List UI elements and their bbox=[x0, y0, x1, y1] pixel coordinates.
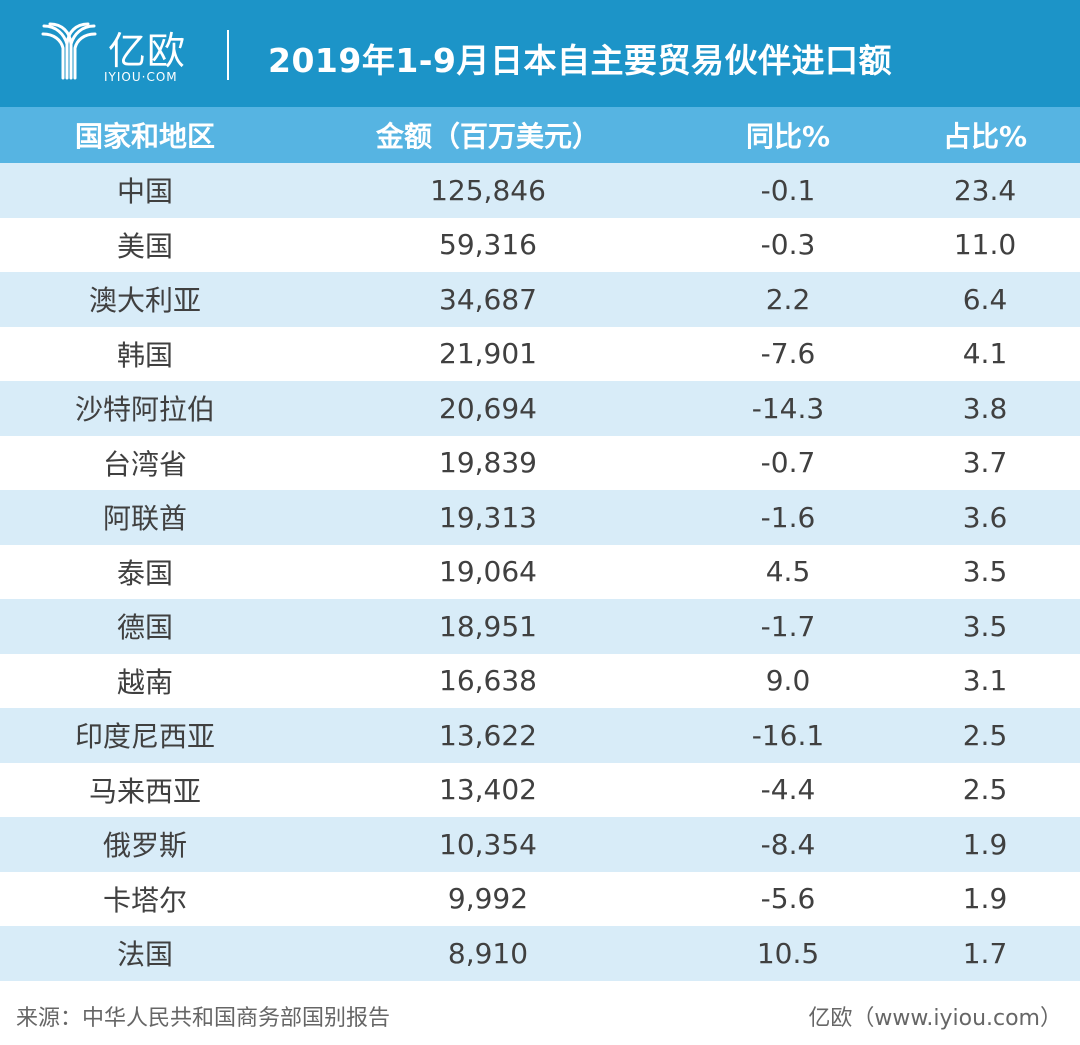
table-row: 台湾省 19,839 -0.7 3.7 bbox=[0, 435, 1080, 490]
row-amount: 8,910 bbox=[447, 936, 529, 970]
row-yoy: -14.3 bbox=[751, 391, 825, 425]
row-yoy: -1.7 bbox=[760, 609, 816, 643]
row-amount: 19,839 bbox=[439, 446, 537, 480]
row-amount: 19,064 bbox=[439, 555, 537, 589]
table-row: 韩国 21,901 -7.6 4.1 bbox=[0, 326, 1080, 381]
row-region: 韩国 bbox=[116, 338, 173, 372]
column-header-amount: 金额（百万美元） bbox=[375, 120, 600, 153]
header-banner: 亿欧 IYIOU·COM 2019年1-9月日本自主要贸易伙伴进口额 bbox=[0, 0, 1080, 107]
table-row: 马来西亚 13,402 -4.4 2.5 bbox=[0, 762, 1080, 817]
row-region: 泰国 bbox=[116, 556, 173, 590]
row-region: 阿联酋 bbox=[102, 502, 187, 536]
row-share: 3.5 bbox=[962, 555, 1008, 589]
header-divider bbox=[227, 30, 229, 80]
logo-text: 亿欧 bbox=[108, 29, 187, 73]
column-header-share: 占比% bbox=[942, 120, 1028, 153]
row-amount: 10,354 bbox=[439, 827, 537, 861]
row-yoy: -1.6 bbox=[760, 500, 816, 534]
source-note: 来源：中华人民共和国商务部国别报告 bbox=[16, 1006, 391, 1031]
table-row: 澳大利亚 34,687 2.2 6.4 bbox=[0, 272, 1080, 327]
row-region: 法国 bbox=[116, 938, 173, 972]
table-row: 越南 16,638 9.0 3.1 bbox=[0, 653, 1080, 708]
row-yoy: 10.5 bbox=[756, 936, 820, 970]
table-row: 法国 8,910 10.5 1.7 bbox=[0, 926, 1080, 981]
row-region: 马来西亚 bbox=[88, 774, 201, 808]
page-title: 2019年1-9月日本自主要贸易伙伴进口额 bbox=[268, 41, 892, 80]
row-yoy: 4.5 bbox=[765, 555, 811, 589]
row-yoy: -4.4 bbox=[760, 773, 816, 807]
row-yoy: -0.1 bbox=[760, 173, 816, 207]
row-amount: 59,316 bbox=[439, 228, 537, 262]
footer: 来源：中华人民共和国商务部国别报告 亿欧（www.iyiou.com） bbox=[0, 985, 1080, 1045]
row-share: 3.1 bbox=[962, 664, 1008, 698]
row-share: 4.1 bbox=[962, 337, 1008, 371]
row-amount: 19,313 bbox=[439, 500, 537, 534]
row-share: 3.5 bbox=[962, 609, 1008, 643]
row-yoy: -0.3 bbox=[760, 228, 816, 262]
row-amount: 16,638 bbox=[439, 664, 537, 698]
row-share: 3.6 bbox=[962, 500, 1008, 534]
table-row: 中国 125,846 -0.1 23.4 bbox=[0, 163, 1080, 218]
row-region: 印度尼西亚 bbox=[74, 720, 215, 754]
row-yoy: -16.1 bbox=[751, 718, 825, 752]
row-region: 卡塔尔 bbox=[102, 883, 187, 917]
column-header-region: 国家和地区 bbox=[74, 120, 215, 153]
row-region: 越南 bbox=[116, 665, 173, 699]
table-header: 国家和地区 金额（百万美元） 同比% 占比% bbox=[0, 107, 1080, 163]
row-yoy: -5.6 bbox=[760, 882, 816, 916]
row-share: 1.7 bbox=[962, 936, 1008, 970]
row-amount: 21,901 bbox=[439, 337, 537, 371]
row-amount: 125,846 bbox=[430, 173, 546, 207]
row-amount: 20,694 bbox=[439, 391, 537, 425]
table-row: 德国 18,951 -1.7 3.5 bbox=[0, 599, 1080, 654]
table-row: 俄罗斯 10,354 -8.4 1.9 bbox=[0, 817, 1080, 872]
row-share: 3.7 bbox=[962, 446, 1008, 480]
table-row: 印度尼西亚 13,622 -16.1 2.5 bbox=[0, 708, 1080, 763]
table-row: 泰国 19,064 4.5 3.5 bbox=[0, 544, 1080, 599]
row-share: 11.0 bbox=[953, 228, 1017, 262]
row-yoy: 9.0 bbox=[765, 664, 811, 698]
column-header-yoy: 同比% bbox=[745, 120, 831, 153]
row-region: 德国 bbox=[116, 611, 173, 645]
table-row: 卡塔尔 9,992 -5.6 1.9 bbox=[0, 871, 1080, 926]
credit-note: 亿欧（www.iyiou.com） bbox=[808, 1006, 1062, 1031]
table-body: 中国 125,846 -0.1 23.4 美国 59,316 -0.3 11.0 澳大利亚 34,… bbox=[0, 163, 1080, 981]
row-region: 美国 bbox=[116, 229, 173, 263]
row-yoy: 2.2 bbox=[765, 282, 811, 316]
row-amount: 13,622 bbox=[439, 718, 537, 752]
yiou-logo-icon bbox=[41, 22, 97, 80]
row-region: 台湾省 bbox=[102, 447, 187, 481]
row-region: 澳大利亚 bbox=[88, 284, 201, 318]
row-share: 3.8 bbox=[962, 391, 1008, 425]
table-row: 美国 59,316 -0.3 11.0 bbox=[0, 217, 1080, 272]
row-share: 6.4 bbox=[962, 282, 1008, 316]
row-amount: 13,402 bbox=[439, 773, 537, 807]
row-amount: 18,951 bbox=[439, 609, 537, 643]
import-table: 国家和地区 金额（百万美元） 同比% 占比% 中国 125,846 -0.1 23.4… bbox=[0, 107, 1080, 981]
row-share: 1.9 bbox=[962, 882, 1008, 916]
logo-subtext: IYIOU·COM bbox=[104, 70, 178, 84]
table-row: 阿联酋 19,313 -1.6 3.6 bbox=[0, 490, 1080, 545]
row-region: 俄罗斯 bbox=[102, 829, 187, 863]
row-amount: 34,687 bbox=[439, 282, 537, 316]
row-yoy: -8.4 bbox=[760, 827, 816, 861]
row-yoy: -0.7 bbox=[760, 446, 816, 480]
row-share: 23.4 bbox=[953, 173, 1017, 207]
row-yoy: -7.6 bbox=[760, 337, 816, 371]
row-share: 2.5 bbox=[962, 773, 1008, 807]
row-share: 2.5 bbox=[962, 718, 1008, 752]
row-amount: 9,992 bbox=[447, 882, 529, 916]
row-share: 1.9 bbox=[962, 827, 1008, 861]
row-region: 中国 bbox=[116, 175, 173, 209]
row-region: 沙特阿拉伯 bbox=[74, 393, 215, 427]
table-row: 沙特阿拉伯 20,694 -14.3 3.8 bbox=[0, 381, 1080, 436]
